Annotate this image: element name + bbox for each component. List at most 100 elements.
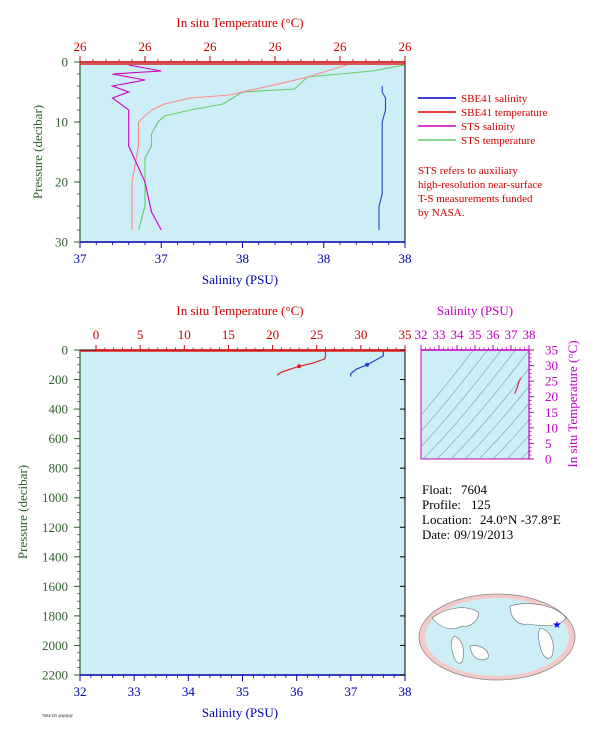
legend-label: SBE41 salinity — [461, 93, 528, 105]
note-line: STS refers to auxiliary — [418, 165, 518, 177]
top-sal-tick-label: 38 — [399, 251, 412, 266]
legend-label: SBE41 temperature — [461, 107, 548, 119]
ts-plot-area — [420, 349, 530, 460]
location-value: 24.0°N -37.8°E — [480, 512, 561, 527]
bottom-pressure-tick-label: 0 — [62, 343, 69, 358]
float-value: 7604 — [461, 482, 488, 497]
ts-temp-tick-label: 15 — [545, 405, 558, 420]
ts-density-contour — [421, 350, 488, 432]
footer-tag: 7604/125 @@@@ — [42, 713, 73, 718]
float-info: Float: 7604 Profile: 125 Location: 24.0°… — [422, 482, 561, 542]
top-pressure-tick-label: 10 — [55, 115, 68, 130]
ts-density-contour — [506, 435, 529, 459]
top-temp-tick-label: 26 — [204, 39, 218, 54]
ts-temp-tick-label: 10 — [545, 420, 558, 435]
top-plot-area — [79, 61, 406, 243]
top-sal-tick-label: 37 — [74, 251, 88, 266]
sts-note: STS refers to auxiliary high-resolution n… — [418, 165, 542, 219]
ts-temp-tick-label: 30 — [545, 358, 558, 373]
ts-sal-tick-label: 32 — [415, 327, 428, 342]
profile-label: Profile: — [422, 497, 461, 512]
map-landmass-americas — [431, 607, 479, 630]
top-series-sts-temperature — [137, 64, 406, 231]
ts-temp-tick-label: 25 — [545, 374, 558, 389]
bottom-pressure-tick-label: 2200 — [42, 668, 68, 683]
note-line: high-resolution near-surface — [418, 179, 542, 191]
bottom-pressure-tick-label: 1600 — [42, 579, 68, 594]
ts-density-contour — [421, 350, 474, 416]
ts-density-contour — [492, 419, 529, 459]
top-temp-tick-label: 26 — [74, 39, 88, 54]
bottom-temp-tick-label: 30 — [354, 327, 367, 342]
bottom-pressure-tick-label: 200 — [49, 372, 69, 387]
map-landmass-eurasia — [509, 603, 567, 626]
bottom-temp-tick-label: 5 — [137, 327, 144, 342]
ts-density-contour — [450, 368, 529, 459]
bottom-temp-tick-label: 15 — [222, 327, 235, 342]
bottom-temp-tick-label: 25 — [310, 327, 323, 342]
top-temp-tick-label: 26 — [139, 39, 153, 54]
bottom-panel: In situ Temperature (°C) 0 5 10 15 20 25 30 35 … — [15, 303, 412, 720]
map-landmass-australia — [469, 645, 489, 661]
note-line: T-S measurements funded — [418, 193, 533, 205]
ts-density-contour — [464, 385, 529, 459]
bottom-sal-tick-label: 33 — [128, 684, 141, 699]
top-temp-axis-title: In situ Temperature (°C) — [176, 15, 303, 30]
bottom-pressure-tick-label: 1400 — [42, 549, 68, 564]
top-series-sts-salinity — [110, 64, 162, 231]
ts-temp-tick-label: 0 — [545, 452, 552, 467]
bottom-series-group — [80, 350, 405, 377]
top-temp-ticks: 26 26 26 26 26 26 — [74, 39, 413, 63]
bottom-temp-tick-label: 20 — [266, 327, 279, 342]
float-label: Float: — [422, 482, 452, 497]
bottom-pressure-axis-title: Pressure (decibar) — [15, 465, 30, 559]
bottom-temp-tick-label: 0 — [93, 327, 100, 342]
ts-series-line — [514, 377, 522, 394]
date-value: 09/19/2013 — [454, 527, 513, 542]
top-sal-tick-label: 38 — [236, 251, 249, 266]
bottom-pressure-tick-label: 800 — [49, 461, 69, 476]
float-location-star-icon: ★ — [553, 620, 562, 631]
world-map: ★ — [418, 593, 576, 681]
top-series-sts-temperature-warm-trace — [131, 64, 347, 230]
ts-sal-tick-label: 35 — [469, 327, 482, 342]
top-panel: In situ Temperature (°C) 26 26 26 26 26 26 37… — [30, 15, 548, 287]
bottom-sal-tick-label: 37 — [344, 684, 358, 699]
bottom-pressure-tick-label: 1000 — [42, 490, 68, 505]
ts-sal-tick-label: 33 — [433, 327, 446, 342]
ts-sal-tick-label: 34 — [451, 327, 465, 342]
top-series-group — [80, 63, 406, 231]
top-sal-tick-label: 38 — [317, 251, 330, 266]
map-landmass-africa — [538, 627, 554, 659]
top-temp-tick-label: 26 — [334, 39, 348, 54]
bottom-sal-axis-title: Salinity (PSU) — [202, 705, 278, 720]
ts-temp-tick-label: 5 — [545, 436, 552, 451]
top-sal-ticks: 37 37 38 38 38 — [74, 241, 412, 266]
bottom-pressure-tick-label: 1800 — [42, 608, 68, 623]
ts-temp-tick-label: 35 — [545, 343, 558, 358]
ts-panel: Salinity (PSU) 32 33 34 35 36 37 38 3530252015… — [415, 303, 581, 468]
profile-value: 125 — [471, 497, 491, 512]
ts-sal-tick-label: 37 — [505, 327, 519, 342]
ts-density-contour — [421, 350, 502, 448]
bottom-sal-tick-label: 32 — [74, 684, 87, 699]
legend-label: STS temperature — [461, 135, 535, 147]
top-sal-tick-label: 37 — [155, 251, 169, 266]
ts-density-contour — [478, 402, 529, 459]
bottom-pressure-tick-label: 400 — [49, 402, 69, 417]
ts-density-contour — [422, 350, 516, 459]
ts-sal-tick-label: 36 — [487, 327, 501, 342]
ts-density-contours — [421, 350, 529, 459]
legend: SBE41 salinity SBE41 temperature STS salin… — [418, 93, 548, 147]
location-label: Location: — [422, 512, 472, 527]
ts-sal-tick-label: 38 — [523, 327, 536, 342]
bottom-pressure-ticks: 0 200 400 600 800 1000 1200 1400 1600 1800 2000 220… — [42, 343, 405, 683]
top-sal-axis-title: Salinity (PSU) — [202, 272, 278, 287]
bottom-sal-ticks: 32 33 34 35 36 37 38 — [74, 674, 412, 699]
top-pressure-tick-label: 20 — [55, 175, 68, 190]
bottom-series-marker — [297, 364, 302, 369]
top-temp-tick-label: 26 — [399, 39, 413, 54]
note-line: by NASA. — [418, 207, 465, 219]
ts-temp-axis-title: In situ Temperature (°C) — [565, 340, 580, 467]
